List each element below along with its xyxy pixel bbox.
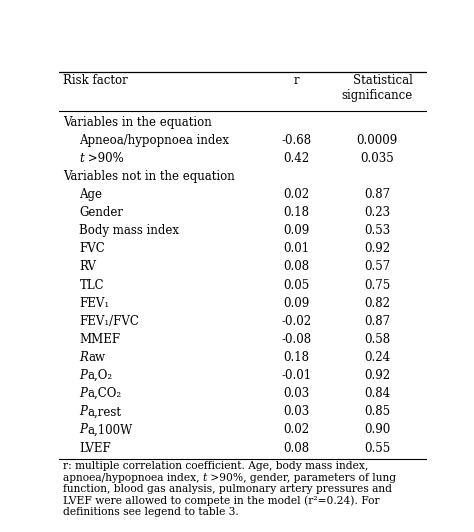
Text: r: r xyxy=(293,74,299,87)
Text: R: R xyxy=(80,351,88,364)
Text: FEV₁: FEV₁ xyxy=(80,297,109,310)
Text: 0.23: 0.23 xyxy=(364,206,390,219)
Text: LVEF: LVEF xyxy=(80,442,111,454)
Text: a,CO₂: a,CO₂ xyxy=(87,387,121,400)
Text: 0.42: 0.42 xyxy=(283,152,309,165)
Text: 0.01: 0.01 xyxy=(283,242,309,255)
Text: 0.84: 0.84 xyxy=(364,387,390,400)
Text: 0.58: 0.58 xyxy=(364,333,390,346)
Text: 0.53: 0.53 xyxy=(364,224,390,237)
Text: P: P xyxy=(80,405,87,418)
Text: a,O₂: a,O₂ xyxy=(87,369,112,382)
Text: 0.92: 0.92 xyxy=(364,369,390,382)
Text: 0.09: 0.09 xyxy=(283,297,310,310)
Text: 0.85: 0.85 xyxy=(364,405,390,418)
Text: 0.75: 0.75 xyxy=(364,279,390,292)
Text: 0.0009: 0.0009 xyxy=(356,134,398,147)
Text: aw: aw xyxy=(88,351,105,364)
Text: -0.68: -0.68 xyxy=(281,134,311,147)
Text: -0.08: -0.08 xyxy=(281,333,311,346)
Text: 0.82: 0.82 xyxy=(364,297,390,310)
Text: 0.90: 0.90 xyxy=(364,423,390,436)
Text: t: t xyxy=(80,152,84,165)
Text: 0.92: 0.92 xyxy=(364,242,390,255)
Text: P: P xyxy=(80,423,87,436)
Text: 0.18: 0.18 xyxy=(283,206,309,219)
Text: a,100W: a,100W xyxy=(87,423,133,436)
Text: P: P xyxy=(80,369,87,382)
Text: r: multiple correlation coefficient. Age, body mass index,: r: multiple correlation coefficient. Age… xyxy=(63,461,368,471)
Text: 0.57: 0.57 xyxy=(364,261,390,273)
Text: definitions see legend to table 3.: definitions see legend to table 3. xyxy=(63,507,239,517)
Text: MMEF: MMEF xyxy=(80,333,120,346)
Text: 0.05: 0.05 xyxy=(283,279,310,292)
Text: 0.09: 0.09 xyxy=(283,224,310,237)
Text: Body mass index: Body mass index xyxy=(80,224,180,237)
Text: FEV₁/FVC: FEV₁/FVC xyxy=(80,315,139,328)
Text: 0.02: 0.02 xyxy=(283,188,309,201)
Text: 0.03: 0.03 xyxy=(283,387,310,400)
Text: 0.87: 0.87 xyxy=(364,188,390,201)
Text: TLC: TLC xyxy=(80,279,104,292)
Text: a,rest: a,rest xyxy=(87,405,121,418)
Text: Risk factor: Risk factor xyxy=(63,74,128,87)
Text: t: t xyxy=(203,472,207,483)
Text: Apneoa/hypopnoea index: Apneoa/hypopnoea index xyxy=(80,134,229,147)
Text: Variables not in the equation: Variables not in the equation xyxy=(63,170,235,183)
Text: 0.18: 0.18 xyxy=(283,351,309,364)
Text: -0.02: -0.02 xyxy=(281,315,311,328)
Text: Statistical
significance: Statistical significance xyxy=(341,74,413,102)
Text: RV: RV xyxy=(80,261,96,273)
Text: -0.01: -0.01 xyxy=(281,369,311,382)
Text: function, blood gas analysis, pulmonary artery pressures and: function, blood gas analysis, pulmonary … xyxy=(63,484,392,494)
Text: P: P xyxy=(80,387,87,400)
Text: apnoea/hypopnoea index,: apnoea/hypopnoea index, xyxy=(63,472,203,483)
Text: 0.08: 0.08 xyxy=(283,442,309,454)
Text: 0.035: 0.035 xyxy=(360,152,394,165)
Text: 0.55: 0.55 xyxy=(364,442,390,454)
Text: 0.87: 0.87 xyxy=(364,315,390,328)
Text: 0.02: 0.02 xyxy=(283,423,309,436)
Text: 0.24: 0.24 xyxy=(364,351,390,364)
Text: Gender: Gender xyxy=(80,206,123,219)
Text: Variables in the equation: Variables in the equation xyxy=(63,115,212,129)
Text: FVC: FVC xyxy=(80,242,105,255)
Text: >90%: >90% xyxy=(84,152,124,165)
Text: Age: Age xyxy=(80,188,102,201)
Text: LVEF were allowed to compete in the model (r²=0.24). For: LVEF were allowed to compete in the mode… xyxy=(63,496,380,506)
Text: 0.03: 0.03 xyxy=(283,405,310,418)
Text: >90%, gender, parameters of lung: >90%, gender, parameters of lung xyxy=(207,472,396,483)
Text: 0.08: 0.08 xyxy=(283,261,309,273)
